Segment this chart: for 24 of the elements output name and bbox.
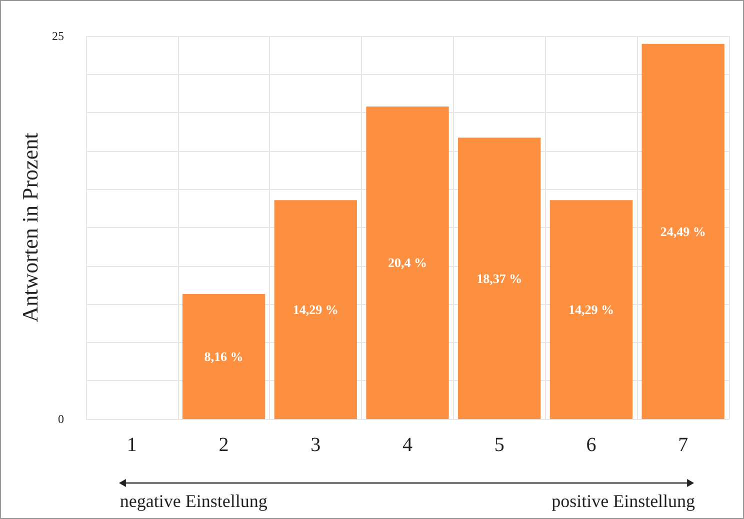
x-tick-label: 5 bbox=[494, 434, 504, 456]
x-tick-label: 3 bbox=[310, 434, 321, 456]
x-tick-label: 2 bbox=[218, 434, 229, 456]
data-label: 24,49 % bbox=[660, 224, 706, 239]
bar bbox=[458, 138, 541, 419]
x-tick-label: 7 bbox=[678, 434, 688, 456]
data-label: 14,29 % bbox=[292, 302, 338, 318]
bar bbox=[182, 294, 266, 419]
y-tick-label: 25 bbox=[52, 29, 64, 43]
bar bbox=[550, 200, 633, 419]
data-label: 8,16 % bbox=[204, 348, 244, 364]
x-tick-label: 1 bbox=[126, 434, 137, 456]
text: negative Einstellung bbox=[120, 491, 268, 511]
x-tick-label: 6 bbox=[586, 434, 596, 456]
bar bbox=[366, 106, 449, 419]
data-label: 14,29 % bbox=[568, 302, 614, 318]
y-axis-title: Antworten in Prozent bbox=[18, 132, 43, 322]
bar bbox=[274, 200, 357, 419]
data-label: 18,37 % bbox=[476, 270, 522, 286]
data-label: 20,4 % bbox=[388, 255, 427, 270]
text: positive Einstellung bbox=[552, 491, 696, 511]
x-tick-label: 4 bbox=[402, 434, 412, 456]
bar bbox=[642, 44, 724, 419]
y-tick-label: 0 bbox=[58, 412, 64, 426]
